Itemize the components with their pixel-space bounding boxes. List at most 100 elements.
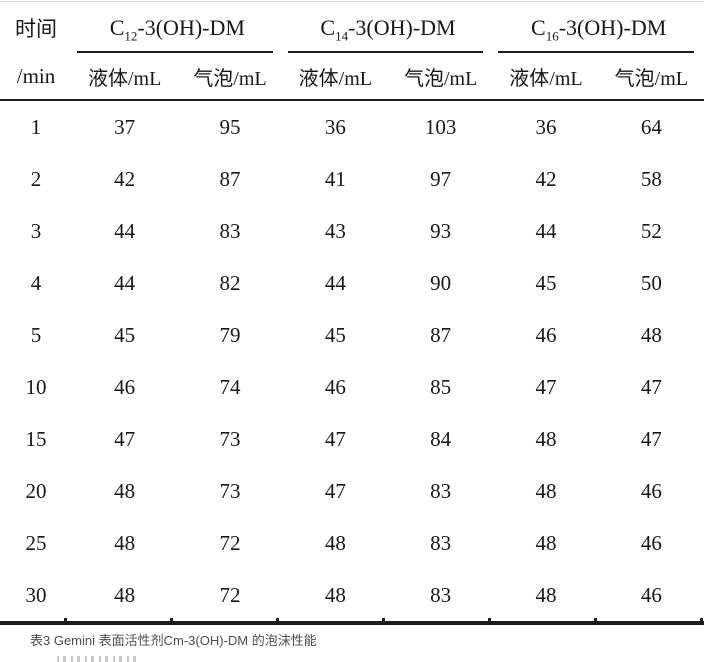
value-cell: 42	[535, 166, 557, 191]
value-cell: 46	[640, 530, 662, 555]
subheader-c14-foam: 气泡/mL	[387, 53, 494, 101]
value-cell: 47	[535, 374, 557, 399]
table-row: 10 46 74 46 85 47 47	[0, 361, 704, 413]
table-row: 4 44 82 44 90 45 50	[0, 257, 704, 309]
value-cell: 48	[535, 582, 557, 607]
value-cell: 48	[324, 582, 346, 607]
value-cell: 43	[324, 218, 346, 243]
subheader-c16-foam: 气泡/mL	[598, 53, 704, 101]
page-top-edge-line	[0, 1, 704, 2]
value-cell: 45	[324, 322, 346, 347]
time-cell: 15	[25, 426, 47, 451]
subheader-c14-liquid: 液体/mL	[282, 53, 388, 101]
value-cell: 46	[535, 322, 557, 347]
value-cell: 83	[430, 478, 452, 503]
value-cell: 46	[114, 374, 136, 399]
clipped-text-fragment	[57, 656, 137, 662]
value-cell: 46	[640, 478, 662, 503]
group-header-c12: C12-3(OH)-DM	[72, 3, 283, 53]
time-header-line1: 时间	[15, 17, 57, 41]
time-cell: 30	[25, 582, 47, 607]
table-row: 5 45 79 45 87 46 48	[0, 309, 704, 361]
value-cell: 103	[424, 114, 457, 139]
value-cell: 83	[430, 582, 452, 607]
value-cell: 41	[324, 166, 346, 191]
value-cell: 64	[640, 114, 662, 139]
value-cell: 47	[324, 478, 346, 503]
value-cell: 90	[430, 270, 452, 295]
table-row: 15 47 73 47 84 48 47	[0, 413, 704, 465]
value-cell: 44	[324, 270, 346, 295]
value-cell: 46	[640, 582, 662, 607]
time-cell: 5	[30, 322, 42, 347]
table-row: 20 48 73 47 83 48 46	[0, 465, 704, 517]
value-cell: 44	[535, 218, 557, 243]
value-cell: 36	[535, 114, 557, 139]
table-bottom-rule	[0, 618, 704, 625]
table-row: 3 44 83 43 93 44 52	[0, 205, 704, 257]
value-cell: 73	[219, 426, 241, 451]
value-cell: 48	[535, 426, 557, 451]
time-cell: 1	[30, 114, 42, 139]
group-header-c14: C14-3(OH)-DM	[283, 3, 494, 53]
value-cell: 37	[114, 114, 136, 139]
table-body: 1 37 95 36 103 36 64 2 42 87 41 97 42 58 3 44 83 43 93 44 52…	[0, 100, 704, 621]
value-cell: 50	[640, 270, 662, 295]
time-cell: 2	[30, 166, 42, 191]
group-header-row: 时间 C12-3(OH)-DM C14-3(OH)-DM C16-3(OH)-D…	[0, 3, 704, 53]
value-cell: 44	[114, 270, 136, 295]
value-cell: 45	[535, 270, 557, 295]
table-row: 25 48 72 48 83 48 46	[0, 517, 704, 569]
value-cell: 97	[430, 166, 452, 191]
value-cell: 87	[219, 166, 241, 191]
time-cell: 3	[30, 218, 42, 243]
value-cell: 72	[219, 582, 241, 607]
value-cell: 85	[430, 374, 452, 399]
subheader-c16-liquid: 液体/mL	[493, 53, 599, 101]
table-row: 1 37 95 36 103 36 64	[0, 100, 704, 153]
value-cell: 48	[640, 322, 662, 347]
group-label-c14: C14-3(OH)-DM	[320, 15, 456, 44]
value-cell: 46	[324, 374, 346, 399]
time-cell: 25	[25, 530, 47, 555]
table-row: 2 42 87 41 97 42 58	[0, 153, 704, 205]
value-cell: 72	[219, 530, 241, 555]
value-cell: 48	[114, 582, 136, 607]
subheader-c12-foam: 气泡/mL	[177, 53, 283, 101]
value-cell: 52	[640, 218, 662, 243]
value-cell: 47	[114, 426, 136, 451]
value-cell: 47	[324, 426, 346, 451]
time-cell: 4	[30, 270, 42, 295]
value-cell: 74	[219, 374, 241, 399]
value-cell: 47	[640, 374, 662, 399]
group-label-c16: C16-3(OH)-DM	[531, 15, 667, 44]
value-cell: 36	[324, 114, 346, 139]
table-header: 时间 C12-3(OH)-DM C14-3(OH)-DM C16-3(OH)-D…	[0, 3, 704, 101]
group-header-c16: C16-3(OH)-DM	[493, 3, 704, 53]
value-cell: 83	[219, 218, 241, 243]
table-caption: 表3 Gemini 表面活性剂Cm-3(OH)-DM 的泡沫性能	[30, 633, 317, 648]
value-cell: 82	[219, 270, 241, 295]
value-cell: 79	[219, 322, 241, 347]
value-cell: 48	[324, 530, 346, 555]
sub-header-row: /min 液体/mL 气泡/mL 液体/mL 气泡/mL 液体/mL 气泡/mL	[0, 53, 704, 101]
value-cell: 48	[114, 478, 136, 503]
foam-performance-table: 时间 C12-3(OH)-DM C14-3(OH)-DM C16-3(OH)-D…	[0, 3, 704, 621]
time-cell: 10	[25, 374, 47, 399]
value-cell: 58	[640, 166, 662, 191]
value-cell: 48	[114, 530, 136, 555]
value-cell: 44	[114, 218, 136, 243]
group-label-c12: C12-3(OH)-DM	[109, 15, 245, 44]
value-cell: 73	[219, 478, 241, 503]
value-cell: 93	[430, 218, 452, 243]
time-header-line2: /min	[0, 53, 72, 101]
value-cell: 83	[430, 530, 452, 555]
value-cell: 42	[114, 166, 136, 191]
value-cell: 95	[219, 114, 241, 139]
table-row: 30 48 72 48 83 48 46	[0, 569, 704, 621]
value-cell: 48	[535, 530, 557, 555]
subheader-c12-liquid: 液体/mL	[72, 53, 178, 101]
value-cell: 47	[640, 426, 662, 451]
value-cell: 87	[430, 322, 452, 347]
